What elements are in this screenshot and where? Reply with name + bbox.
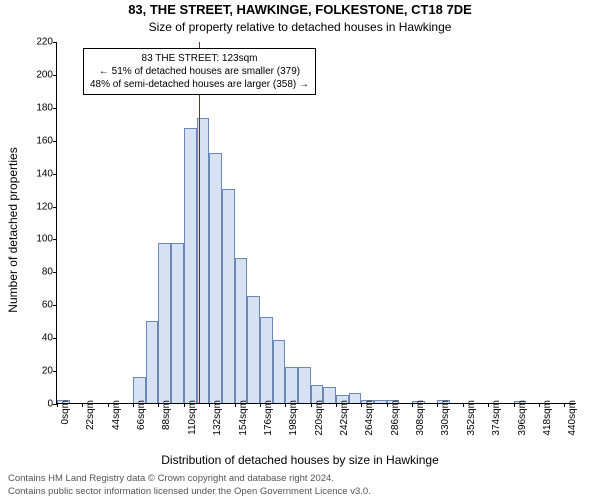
histogram-bar: [374, 400, 387, 403]
x-tick-label: 198sqm: [288, 400, 299, 436]
x-tick-label: 110sqm: [187, 400, 198, 435]
x-tick-mark: [209, 403, 210, 407]
histogram-bar: [222, 189, 235, 403]
y-tick-label: 80: [21, 267, 53, 278]
x-tick-mark: [336, 403, 337, 407]
x-tick-label: 264sqm: [364, 400, 375, 436]
y-tick-mark: [53, 371, 57, 372]
y-tick-mark: [53, 174, 57, 175]
x-tick-mark: [158, 403, 159, 407]
chart-subtitle: Size of property relative to detached ho…: [0, 20, 600, 34]
callout-line3: 48% of semi-detached houses are larger (…: [90, 78, 309, 91]
x-tick-mark: [514, 403, 515, 407]
histogram-bar: [209, 153, 222, 403]
histogram-bar: [298, 367, 311, 403]
histogram-bar: [235, 258, 248, 403]
histogram-bar: [323, 387, 336, 403]
x-tick-label: 176sqm: [263, 400, 274, 436]
x-tick-mark: [412, 403, 413, 407]
footer-attribution: Contains HM Land Registry data © Crown c…: [8, 473, 592, 498]
x-tick-label: 44sqm: [111, 400, 122, 430]
x-tick-label: 0sqm: [60, 400, 71, 424]
x-tick-label: 418sqm: [542, 400, 553, 436]
y-tick-label: 140: [21, 168, 53, 179]
histogram-bar: [158, 243, 171, 403]
x-tick-mark: [184, 403, 185, 407]
x-tick-label: 330sqm: [440, 400, 451, 436]
x-tick-mark: [108, 403, 109, 407]
histogram-bar: [273, 340, 286, 403]
chart-container: 83, THE STREET, HAWKINGE, FOLKESTONE, CT…: [0, 0, 600, 500]
x-tick-label: 440sqm: [567, 400, 578, 436]
x-tick-mark: [437, 403, 438, 407]
y-tick-mark: [53, 207, 57, 208]
x-tick-mark: [488, 403, 489, 407]
x-tick-mark: [463, 403, 464, 407]
callout-line2: ← 51% of detached houses are smaller (37…: [90, 65, 309, 78]
y-tick-mark: [53, 141, 57, 142]
x-tick-label: 374sqm: [491, 400, 502, 436]
histogram-bars: [57, 42, 576, 403]
y-tick-label: 100: [21, 234, 53, 245]
x-tick-label: 308sqm: [415, 400, 426, 436]
x-tick-mark: [361, 403, 362, 407]
y-tick-label: 220: [21, 37, 53, 48]
x-tick-mark: [285, 403, 286, 407]
y-tick-mark: [53, 305, 57, 306]
y-tick-label: 0: [21, 399, 53, 410]
callout-box: 83 THE STREET: 123sqm ← 51% of detached …: [83, 48, 316, 95]
histogram-bar: [247, 296, 260, 403]
x-tick-mark: [260, 403, 261, 407]
x-tick-mark: [311, 403, 312, 407]
x-tick-mark: [539, 403, 540, 407]
chart-title: 83, THE STREET, HAWKINGE, FOLKESTONE, CT…: [0, 2, 600, 17]
y-tick-label: 160: [21, 135, 53, 146]
y-tick-mark: [53, 42, 57, 43]
x-tick-mark: [82, 403, 83, 407]
x-axis-label: Distribution of detached houses by size …: [0, 453, 600, 467]
x-tick-label: 88sqm: [161, 400, 172, 430]
y-tick-mark: [53, 108, 57, 109]
x-tick-label: 396sqm: [517, 400, 528, 436]
y-tick-label: 180: [21, 102, 53, 113]
x-tick-label: 132sqm: [212, 400, 223, 436]
histogram-bar: [285, 367, 298, 403]
callout-line1: 83 THE STREET: 123sqm: [90, 52, 309, 65]
y-tick-label: 20: [21, 366, 53, 377]
x-tick-label: 22sqm: [85, 400, 96, 430]
x-tick-mark: [387, 403, 388, 407]
x-tick-mark: [133, 403, 134, 407]
x-tick-mark: [564, 403, 565, 407]
y-tick-label: 200: [21, 69, 53, 80]
x-tick-label: 220sqm: [314, 400, 325, 436]
y-tick-mark: [53, 272, 57, 273]
histogram-bar: [146, 321, 159, 403]
histogram-bar: [260, 317, 273, 403]
histogram-bar: [171, 243, 184, 403]
plot-area: 83 THE STREET: 123sqm ← 51% of detached …: [56, 42, 576, 404]
y-tick-label: 40: [21, 333, 53, 344]
y-tick-label: 60: [21, 300, 53, 311]
x-tick-label: 66sqm: [136, 400, 147, 430]
histogram-bar: [184, 128, 197, 403]
reference-line: [199, 42, 201, 403]
footer-line2: Contains public sector information licen…: [8, 486, 592, 498]
x-tick-label: 286sqm: [390, 400, 401, 436]
footer-line1: Contains HM Land Registry data © Crown c…: [8, 473, 592, 485]
x-tick-label: 352sqm: [466, 400, 477, 436]
histogram-bar: [349, 393, 362, 403]
y-tick-mark: [53, 338, 57, 339]
x-tick-mark: [235, 403, 236, 407]
y-tick-label: 120: [21, 201, 53, 212]
y-tick-mark: [53, 239, 57, 240]
x-tick-mark: [57, 403, 58, 407]
x-tick-label: 242sqm: [339, 400, 350, 436]
x-tick-label: 154sqm: [238, 400, 249, 436]
y-tick-mark: [53, 75, 57, 76]
